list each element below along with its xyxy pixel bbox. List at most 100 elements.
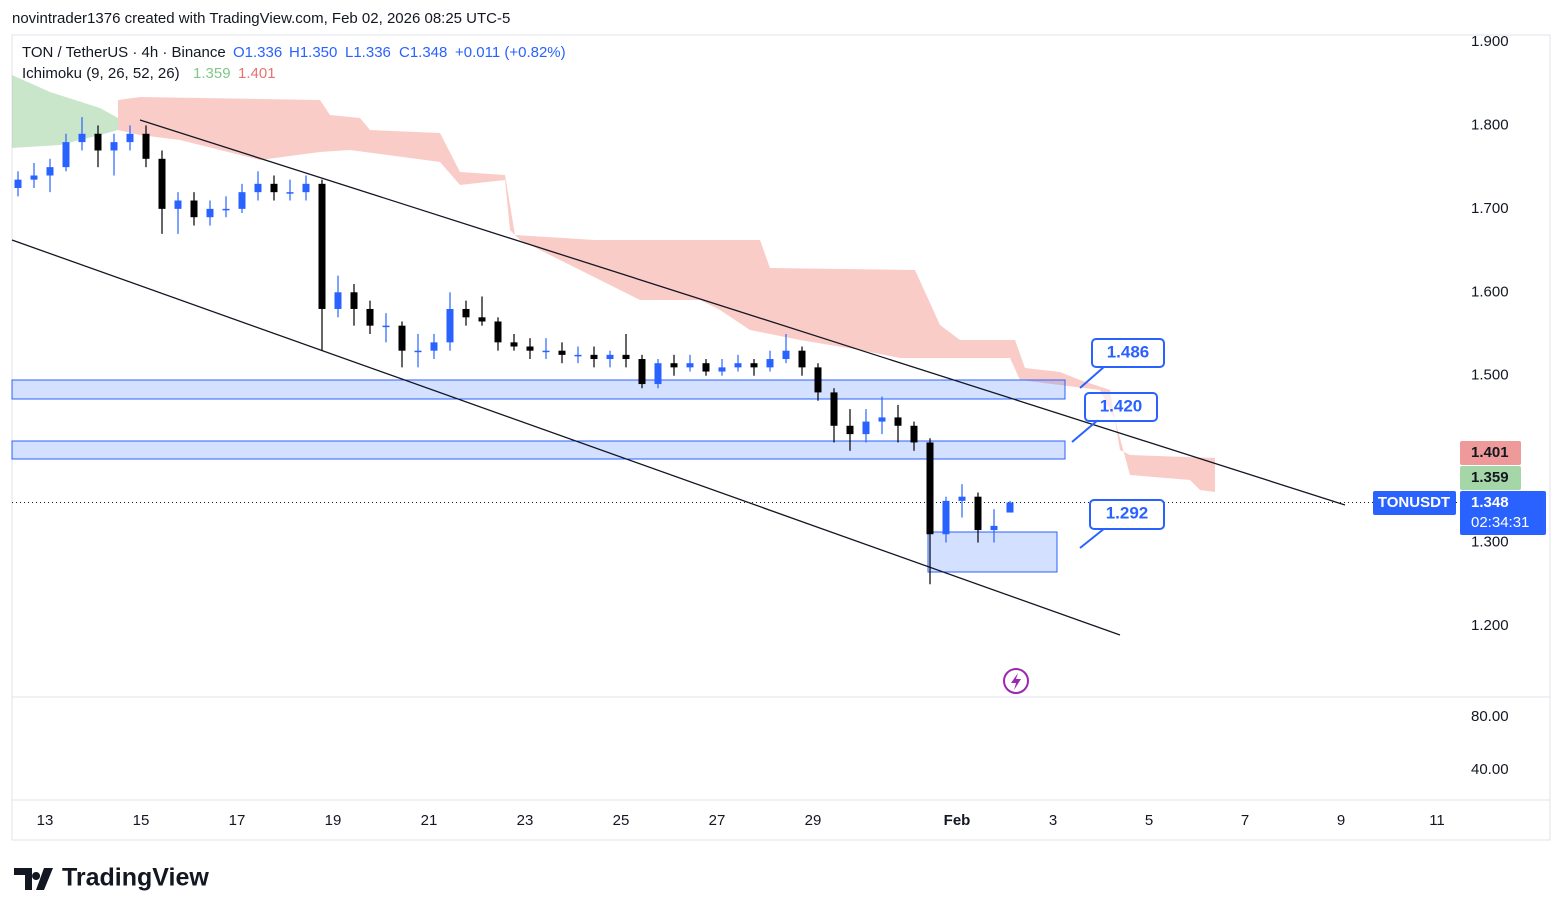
candle-body [958, 496, 966, 501]
x-tick-label: 5 [1145, 812, 1153, 829]
legend-open: O1.336 [233, 44, 282, 61]
candle-body [94, 133, 102, 151]
candle-body [510, 342, 518, 347]
candle-body [830, 392, 838, 426]
candle-body [398, 325, 406, 351]
brand-name: TradingView [62, 864, 209, 892]
candle-body [30, 175, 38, 180]
zone [11, 379, 1066, 400]
y-tick-label: 1.200 [1471, 617, 1509, 634]
price-tag [1460, 491, 1546, 535]
candle-body [670, 363, 678, 368]
candle-body [494, 321, 502, 343]
indicator-lead2: 1.401 [238, 65, 276, 82]
callout-label: 1.486 [1107, 342, 1150, 361]
candle-body [62, 142, 70, 168]
x-tick-label: 23 [517, 812, 534, 829]
candle-body [158, 158, 166, 209]
candle-body [974, 496, 982, 531]
cloud-red [118, 97, 1215, 492]
candle-body [718, 367, 726, 372]
candle-body [78, 133, 86, 143]
channel-line [139, 119, 1346, 506]
cloud-green [12, 75, 118, 148]
callout-label: 1.292 [1106, 503, 1149, 522]
candle-body [222, 208, 230, 211]
x-tick-label: 25 [613, 812, 630, 829]
legend-close: C1.348 [399, 44, 447, 61]
y-tick-label: 1.800 [1471, 116, 1509, 133]
candle-body [1006, 502, 1014, 513]
zone [11, 440, 1066, 460]
x-tick-label: 7 [1241, 812, 1249, 829]
brand-logo [14, 868, 53, 890]
candle-body [574, 354, 582, 357]
x-tick-label: 29 [805, 812, 822, 829]
candle-body [46, 167, 54, 176]
header: novintrader1376 created with TradingView… [12, 10, 510, 27]
candle-body [750, 363, 758, 368]
candle-body [734, 363, 742, 368]
candle-body [558, 350, 566, 355]
symbol-tag [1373, 491, 1456, 515]
event-icon-bolt [1011, 673, 1021, 690]
frame [11, 34, 1551, 841]
x-tick-label: 13 [37, 812, 54, 829]
candle-body [910, 425, 918, 443]
candle-body [366, 308, 374, 326]
y-tick-label: 1.300 [1471, 534, 1509, 551]
price-tag-label: 1.359 [1471, 469, 1509, 486]
x-tick-label: 15 [133, 812, 150, 829]
candle-body [142, 133, 150, 159]
candle-body [446, 308, 454, 343]
candle-body [190, 200, 198, 218]
candle-body [14, 179, 22, 188]
lower-tick-label: 40.00 [1471, 761, 1509, 778]
candle-body [430, 342, 438, 351]
candle-body [622, 354, 630, 360]
candle-body [126, 133, 134, 143]
indicator-lead1: 1.359 [193, 65, 231, 82]
x-tick-label: Feb [944, 812, 971, 829]
candle-body [110, 142, 118, 151]
y-tick-label: 1.700 [1471, 200, 1509, 217]
candle-body [254, 183, 262, 193]
candle-body [174, 200, 182, 209]
legend-symbol: TON / TetherUS · 4h · Binance [22, 44, 226, 61]
candle-body [942, 500, 950, 535]
symbol-tag-label: TONUSDT [1378, 494, 1450, 511]
candle-body [286, 192, 294, 194]
x-tick-label: 9 [1337, 812, 1345, 829]
candle-body [894, 417, 902, 426]
candle-body [814, 367, 822, 393]
price-tag-label: 1.348 [1471, 494, 1509, 511]
candle-body [926, 442, 934, 535]
candle-body [318, 183, 326, 309]
y-tick-label: 1.900 [1471, 33, 1509, 50]
candle-body [990, 525, 998, 531]
callout-label: 1.420 [1100, 396, 1143, 415]
candle-body [302, 183, 310, 193]
candle-body [686, 363, 694, 368]
candle-body [350, 292, 358, 309]
price-tag-label: 1.401 [1471, 444, 1509, 461]
channel-line [11, 239, 1121, 636]
legend-high: H1.350 [289, 44, 337, 61]
lower-tick-label: 80.00 [1471, 708, 1509, 725]
x-tick-label: 11 [1429, 812, 1445, 829]
callout: 1.420 [1071, 392, 1158, 443]
candle-body [766, 359, 774, 368]
candle-body [862, 421, 870, 435]
y-tick-label: 1.500 [1471, 367, 1509, 384]
candle-body [702, 363, 710, 372]
candle-body [382, 325, 390, 328]
candle-body [798, 350, 806, 368]
candle-body [334, 292, 342, 309]
candle-body [542, 350, 550, 353]
callout: 1.292 [1079, 499, 1165, 549]
candle-body [590, 354, 598, 360]
x-tick-label: 17 [229, 812, 246, 829]
candle-body [654, 363, 662, 385]
candle-body [606, 354, 614, 360]
